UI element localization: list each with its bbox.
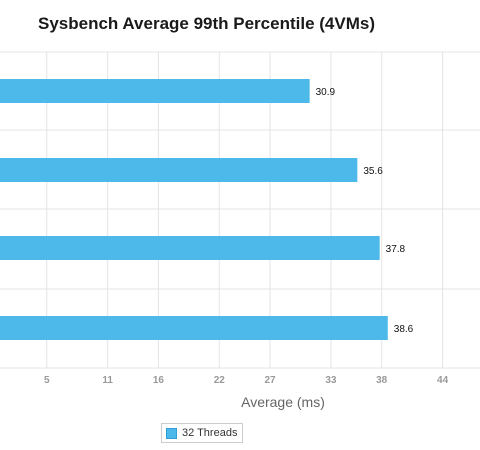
x-tick-label: 33	[325, 375, 337, 386]
data-labels: 30.9 35.6 37.8 38.6	[316, 87, 414, 335]
data-label: 35.6	[363, 166, 383, 177]
x-tick-label: 11	[102, 375, 113, 386]
bar	[0, 236, 380, 260]
bar	[0, 79, 310, 103]
x-axis-ticks: 5 11 16 22 27 33 38 44	[44, 375, 449, 386]
chart-title: Sysbench Average 99th Percentile (4VMs)	[38, 14, 375, 33]
x-tick-label: 16	[153, 375, 165, 386]
data-label: 38.6	[394, 324, 414, 335]
data-label: 37.8	[386, 244, 406, 255]
legend-swatch	[166, 427, 177, 439]
data-label: 30.9	[316, 87, 336, 98]
x-tick-label: 22	[214, 375, 226, 386]
x-tick-label: 27	[264, 375, 276, 386]
x-tick-label: 38	[376, 375, 388, 386]
bars	[0, 79, 388, 340]
x-axis-label: Average (ms)	[241, 394, 325, 410]
legend[interactable]: 32 Threads	[161, 423, 244, 443]
bar	[0, 316, 388, 340]
x-tick-label: 44	[437, 375, 449, 386]
grid-lines	[0, 51, 480, 369]
x-tick-label: 5	[44, 375, 50, 386]
bar	[0, 158, 358, 182]
legend-label: 32 Threads	[182, 427, 238, 439]
